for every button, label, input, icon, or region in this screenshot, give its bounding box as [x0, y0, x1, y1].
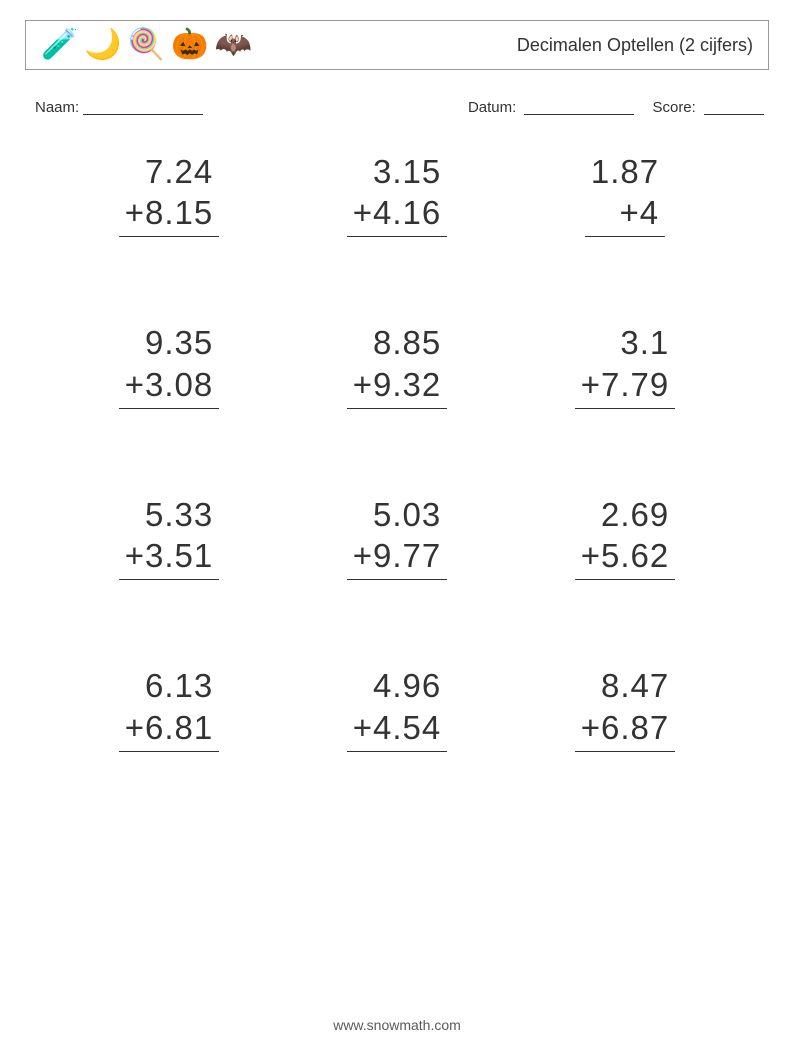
problem-2: 3.15+4.16 — [293, 151, 501, 238]
problem-10: 6.13+6.81 — [65, 665, 273, 752]
addend-bottom: +4 — [585, 192, 665, 233]
problem-inner: 9.35+3.08 — [119, 322, 220, 409]
sum-rule — [347, 751, 448, 752]
addend-bottom: +7.79 — [575, 364, 676, 405]
footer: www.snowmath.com — [0, 1017, 794, 1033]
lollipop-icon: 🍭 — [128, 30, 165, 60]
pumpkin-icon: 🎃 — [171, 30, 208, 60]
addend-bottom: +4.16 — [347, 192, 448, 233]
addend-top: 4.96 — [347, 665, 448, 706]
date-blank[interactable] — [524, 98, 634, 115]
problem-12: 8.47+6.87 — [521, 665, 729, 752]
problem-inner: 6.13+6.81 — [119, 665, 220, 752]
footer-url: www.snowmath.com — [333, 1017, 461, 1033]
addend-bottom: +3.08 — [119, 364, 220, 405]
sum-rule — [347, 408, 448, 409]
addend-bottom: +8.15 — [119, 192, 220, 233]
problem-9: 2.69+5.62 — [521, 494, 729, 581]
sum-rule — [347, 579, 448, 580]
addend-bottom: +9.32 — [347, 364, 448, 405]
addend-top: 5.33 — [119, 494, 220, 535]
problem-inner: 7.24+8.15 — [119, 151, 220, 238]
sum-rule — [575, 579, 676, 580]
problem-inner: 5.03+9.77 — [347, 494, 448, 581]
addend-top: 9.35 — [119, 322, 220, 363]
moon-icon: 🌙 — [84, 30, 121, 60]
addend-top: 3.1 — [575, 322, 676, 363]
addend-top: 7.24 — [119, 151, 220, 192]
addend-top: 3.15 — [347, 151, 448, 192]
date-label: Datum: — [468, 99, 516, 116]
cauldron-icon: 🧪 — [41, 30, 78, 60]
problem-inner: 1.87+4 — [585, 151, 665, 238]
meta-row: Naam: Datum: Score: — [25, 95, 769, 116]
score-label: Score: — [652, 99, 695, 116]
problem-3: 1.87+4 — [521, 151, 729, 238]
sum-rule — [575, 408, 676, 409]
problem-8: 5.03+9.77 — [293, 494, 501, 581]
addend-bottom: +4.54 — [347, 707, 448, 748]
problem-6: 3.1+7.79 — [521, 322, 729, 409]
addend-bottom: +6.81 — [119, 707, 220, 748]
problem-11: 4.96+4.54 — [293, 665, 501, 752]
problem-inner: 8.85+9.32 — [347, 322, 448, 409]
addend-bottom: +5.62 — [575, 535, 676, 576]
addend-bottom: +6.87 — [575, 707, 676, 748]
problem-4: 9.35+3.08 — [65, 322, 273, 409]
header-box: 🧪 🌙 🍭 🎃 🦇 Decimalen Optellen (2 cijfers) — [25, 20, 769, 70]
problem-5: 8.85+9.32 — [293, 322, 501, 409]
sum-rule — [585, 236, 665, 237]
problem-inner: 8.47+6.87 — [575, 665, 676, 752]
icon-strip: 🧪 🌙 🍭 🎃 🦇 — [41, 30, 252, 60]
problem-inner: 4.96+4.54 — [347, 665, 448, 752]
problem-1: 7.24+8.15 — [65, 151, 273, 238]
addend-bottom: +3.51 — [119, 535, 220, 576]
addend-top: 1.87 — [585, 151, 665, 192]
sum-rule — [119, 408, 220, 409]
sum-rule — [119, 236, 220, 237]
problem-inner: 5.33+3.51 — [119, 494, 220, 581]
addend-top: 8.85 — [347, 322, 448, 363]
name-label: Naam: — [35, 99, 79, 116]
meta-right: Datum: Score: — [468, 95, 764, 116]
sum-rule — [575, 751, 676, 752]
worksheet-page: 🧪 🌙 🍭 🎃 🦇 Decimalen Optellen (2 cijfers)… — [0, 0, 794, 1053]
addend-top: 2.69 — [575, 494, 676, 535]
name-blank[interactable] — [83, 98, 203, 115]
addend-bottom: +9.77 — [347, 535, 448, 576]
problem-7: 5.33+3.51 — [65, 494, 273, 581]
bat-icon: 🦇 — [214, 30, 251, 60]
problem-inner: 3.15+4.16 — [347, 151, 448, 238]
sum-rule — [119, 579, 220, 580]
addend-top: 8.47 — [575, 665, 676, 706]
problems-grid: 7.24+8.153.15+4.161.87+49.35+3.088.85+9.… — [25, 151, 769, 752]
problem-inner: 2.69+5.62 — [575, 494, 676, 581]
sum-rule — [347, 236, 448, 237]
meta-left: Naam: — [35, 95, 203, 116]
date-field: Datum: — [468, 95, 635, 116]
page-title: Decimalen Optellen (2 cijfers) — [517, 35, 753, 56]
score-blank[interactable] — [704, 98, 764, 115]
addend-top: 5.03 — [347, 494, 448, 535]
addend-top: 6.13 — [119, 665, 220, 706]
problem-inner: 3.1+7.79 — [575, 322, 676, 409]
sum-rule — [119, 751, 220, 752]
score-field: Score: — [652, 95, 764, 116]
